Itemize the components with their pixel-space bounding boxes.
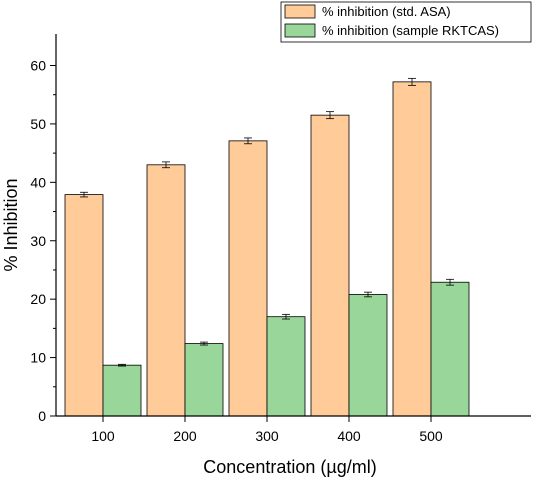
bar-series2-200 xyxy=(184,343,224,417)
error-bars-layer xyxy=(80,77,454,367)
ticks-layer: 0 10 20 30 40 50 60 100 200 300 400 500 xyxy=(30,58,442,445)
bar-series2-500 xyxy=(430,281,470,417)
y-axis-label: % Inhibition xyxy=(1,178,21,271)
x-tick-label-200: 200 xyxy=(173,428,197,444)
bar-series1-100 xyxy=(64,194,104,417)
legend-label-series1: % inhibition (std. ASA) xyxy=(322,4,451,19)
y-tick-label-20: 20 xyxy=(30,291,46,307)
legend: % inhibition (std. ASA) % inhibition (sam… xyxy=(280,1,532,43)
x-axis-label: Concentration (µg/ml) xyxy=(203,457,376,477)
bar-series1-500 xyxy=(392,81,432,417)
x-tick-label-500: 500 xyxy=(419,428,443,444)
bar-series2-400 xyxy=(348,294,388,417)
x-tick-label-300: 300 xyxy=(255,428,279,444)
y-tick-label-10: 10 xyxy=(30,350,46,366)
y-tick-label-50: 50 xyxy=(30,116,46,132)
axes-layer xyxy=(55,34,531,417)
y-tick-label-60: 60 xyxy=(30,58,46,74)
y-tick-label-40: 40 xyxy=(30,174,46,190)
legend-swatch-series1 xyxy=(284,4,316,19)
bar-series2-300 xyxy=(266,316,306,417)
x-tick-label-400: 400 xyxy=(337,428,361,444)
bar-series1-300 xyxy=(228,140,268,417)
y-tick-label-30: 30 xyxy=(30,233,46,249)
bar-series1-200 xyxy=(146,164,186,417)
legend-swatch-series2 xyxy=(284,23,316,38)
legend-box xyxy=(280,1,532,43)
bar-series2-100 xyxy=(102,364,142,417)
bar-series1-400 xyxy=(310,114,350,417)
legend-label-series2: % inhibition (sample RKTCAS) xyxy=(322,23,499,38)
x-tick-label-100: 100 xyxy=(91,428,115,444)
y-tick-label-0: 0 xyxy=(38,408,46,424)
